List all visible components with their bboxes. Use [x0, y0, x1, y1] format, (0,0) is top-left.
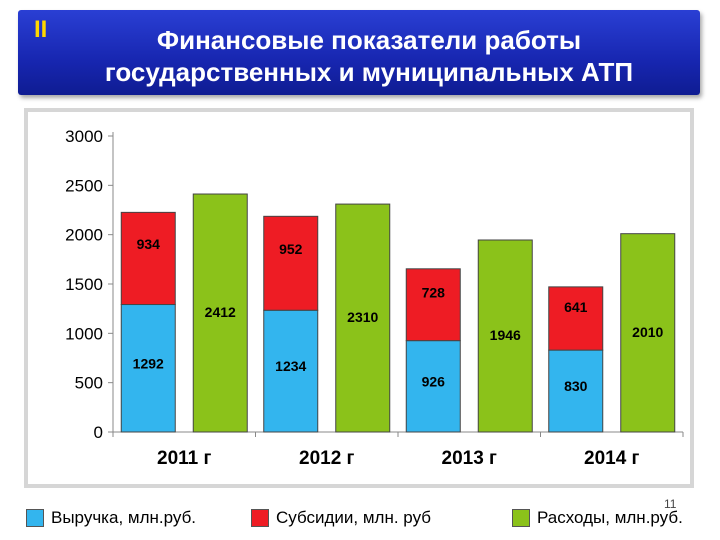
data-label-subsidies: 952 [279, 241, 303, 257]
page-number: 11 [664, 497, 677, 511]
legend-swatch-revenue [26, 509, 44, 527]
data-label-revenue: 1234 [275, 358, 306, 374]
y-tick-label: 500 [75, 374, 103, 393]
y-tick-label: 3000 [65, 127, 103, 146]
legend-swatch-subsidies [251, 509, 269, 527]
bar-chart: 0 500 1000 1500 2000 2500 3000 1292 934 2412 2011 … [65, 127, 684, 469]
legend-swatch-expenses [512, 509, 530, 527]
title-line-1: Финансовые показатели работы [156, 25, 582, 55]
section-number: II [34, 16, 48, 43]
data-label-expenses: 2010 [632, 324, 663, 340]
x-category-label: 2014 г [584, 448, 640, 469]
y-tick-label: 1000 [65, 324, 103, 343]
y-tick-label: 1500 [65, 275, 103, 294]
data-label-subsidies: 641 [564, 299, 588, 315]
bar-subsidies [120, 211, 176, 306]
data-label-expenses: 1946 [490, 327, 521, 343]
bar-subsidies [263, 215, 319, 311]
y-tick-label: 2500 [65, 176, 103, 195]
data-label-expenses: 2310 [347, 309, 378, 325]
title-line-2: государственных и муниципальных АТП [104, 57, 634, 87]
legend-item-expenses: Расходы, млн.руб. [512, 506, 683, 530]
legend-label-expenses: Расходы, млн.руб. [537, 508, 683, 527]
bar-revenue [263, 309, 319, 433]
x-category-label: 2013 г [442, 448, 498, 469]
legend-item-subsidies: Субсидии, млн. руб [251, 506, 431, 530]
data-label-subsidies: 934 [137, 236, 161, 252]
title-banner: II Финансовые показатели работы государс… [18, 10, 700, 95]
data-label-revenue: 830 [564, 378, 588, 394]
bar-revenue [405, 340, 461, 433]
bar-revenue [548, 349, 604, 433]
data-label-subsidies: 728 [422, 285, 446, 301]
legend-label-revenue: Выручка, млн.руб. [51, 508, 197, 527]
legend-label-subsidies: Субсидии, млн. руб [276, 508, 432, 527]
legend: Выручка, млн.руб. Субсидии, млн. руб Рас… [24, 506, 714, 532]
page-title: Финансовые показатели работы государстве… [58, 24, 680, 88]
bar-subsidies [405, 268, 461, 342]
bar-subsidies [548, 286, 604, 351]
bar-expenses [477, 239, 533, 433]
y-tick-label: 2000 [65, 226, 103, 245]
x-category-label: 2011 г [157, 448, 211, 469]
bar-expenses [192, 193, 248, 433]
y-tick-label: 0 [94, 423, 103, 442]
bar-expenses [620, 233, 676, 433]
bar-expenses [335, 203, 391, 433]
legend-item-revenue: Выручка, млн.руб. [26, 506, 196, 530]
data-label-expenses: 2412 [205, 304, 236, 320]
data-label-revenue: 926 [422, 373, 446, 389]
x-category-label: 2012 г [299, 448, 355, 469]
data-label-revenue: 1292 [133, 355, 164, 371]
chart-panel: 0 500 1000 1500 2000 2500 3000 1292 934 2412 2011 … [24, 108, 694, 488]
